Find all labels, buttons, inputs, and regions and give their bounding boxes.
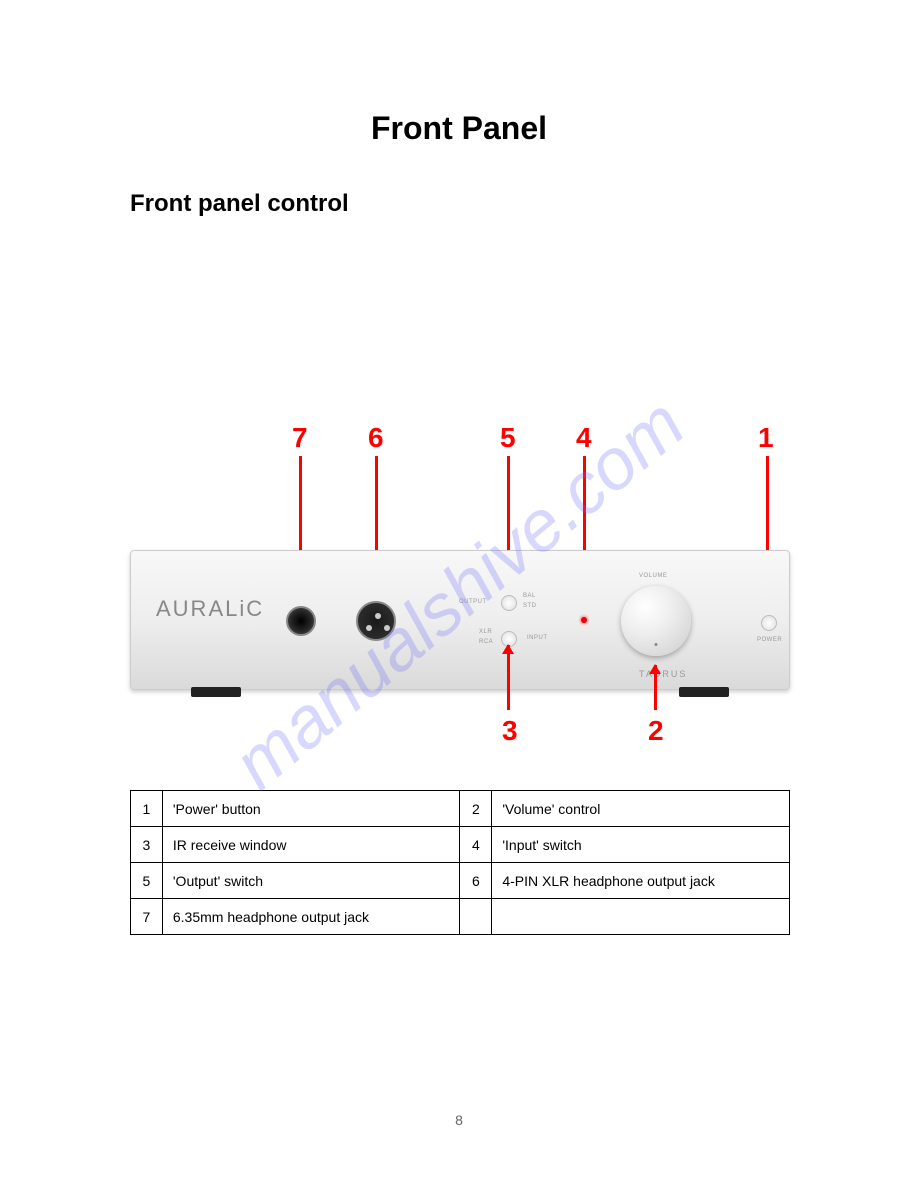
table-cell: 'Volume' control <box>492 791 790 827</box>
table-cell: 4 <box>460 827 492 863</box>
power-button <box>761 615 777 631</box>
xlr-jack <box>356 601 396 641</box>
table-cell: 2 <box>460 791 492 827</box>
annotation-5: 5 <box>500 422 516 454</box>
model-label: TAURUS <box>639 669 687 679</box>
annotation-7: 7 <box>292 422 308 454</box>
table-cell: 'Input' switch <box>492 827 790 863</box>
table-cell <box>492 899 790 935</box>
output-label: OUTPUT <box>459 599 487 605</box>
table-row: 7 6.35mm headphone output jack <box>131 899 790 935</box>
device-foot <box>191 687 241 697</box>
reference-table: 1 'Power' button 2 'Volume' control 3 IR… <box>130 790 790 935</box>
table-cell: 6.35mm headphone output jack <box>162 899 460 935</box>
page-title: Front Panel <box>0 110 918 147</box>
std-label: STD <box>523 603 537 609</box>
annotation-3: 4 <box>576 422 592 454</box>
table-cell: 4-PIN XLR headphone output jack <box>492 863 790 899</box>
table-cell <box>460 899 492 935</box>
ir-led <box>581 617 587 623</box>
table-row: 5 'Output' switch 6 4-PIN XLR headphone … <box>131 863 790 899</box>
annotation-2: 2 <box>648 715 664 747</box>
table-cell: 1 <box>131 791 163 827</box>
annotation-4: 3 <box>502 715 518 747</box>
brand-logo: AURALiC <box>156 596 264 622</box>
section-title: Front panel control <box>130 190 349 218</box>
table-row: 3 IR receive window 4 'Input' switch <box>131 827 790 863</box>
table-cell: 'Power' button <box>162 791 460 827</box>
annotation-6: 6 <box>368 422 384 454</box>
headphone-jack-635 <box>286 606 316 636</box>
annotation-1: 1 <box>758 422 774 454</box>
annotation-arrow <box>507 645 510 710</box>
table-cell: 5 <box>131 863 163 899</box>
xlr-label: XLR <box>479 629 492 635</box>
annotation-arrow <box>654 665 657 710</box>
volume-label: VOLUME <box>639 573 667 579</box>
table-row: 1 'Power' button 2 'Volume' control <box>131 791 790 827</box>
table-cell: 3 <box>131 827 163 863</box>
volume-indicator <box>655 643 658 646</box>
output-button <box>501 595 517 611</box>
device-foot <box>679 687 729 697</box>
rca-label: RCA <box>479 639 493 645</box>
table-cell: 6 <box>460 863 492 899</box>
table-cell: IR receive window <box>162 827 460 863</box>
volume-knob <box>621 586 691 656</box>
page-number: 8 <box>0 1112 918 1128</box>
device-figure: 7 6 5 4 1 AURALiC OUTPUT BAL STD XLR RCA… <box>130 440 790 740</box>
table-cell: 7 <box>131 899 163 935</box>
bal-label: BAL <box>523 593 536 599</box>
power-label: POWER <box>757 637 782 643</box>
input-label: INPUT <box>527 635 548 641</box>
table-cell: 'Output' switch <box>162 863 460 899</box>
device-body: AURALiC OUTPUT BAL STD XLR RCA INPUT VOL… <box>130 550 790 690</box>
